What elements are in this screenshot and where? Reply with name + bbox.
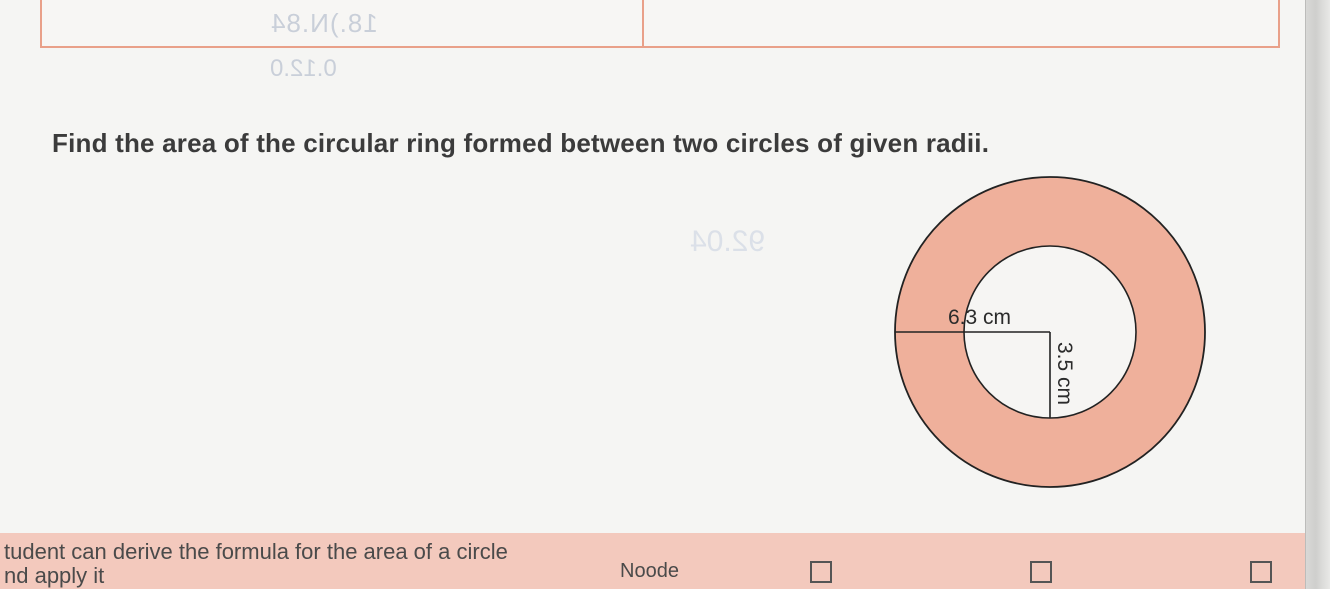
ring-svg: 6.3 cm 3.5 cm: [890, 172, 1210, 492]
worksheet-page: 18.)N.84 0.12.0 Find the area of the cir…: [0, 0, 1305, 589]
inner-radius-label: 3.5 cm: [1053, 342, 1076, 405]
box-divider: [642, 0, 644, 48]
question-prompt: Find the area of the circular ring forme…: [52, 128, 989, 159]
checkbox-2[interactable]: [1030, 561, 1052, 583]
assessment-other-text: Noode: [620, 560, 679, 583]
assessment-text-line1: tudent can derive the formula for the ar…: [4, 539, 508, 565]
assessment-text-line2: nd apply it: [4, 563, 104, 589]
ring-diagram: 6.3 cm 3.5 cm: [890, 172, 1210, 492]
page-fold-edge: [1305, 0, 1330, 589]
bleed-through-text-3: 92.04: [690, 225, 765, 259]
bleed-through-text-1: 18.)N.84: [270, 8, 378, 39]
assessment-strip: tudent can derive the formula for the ar…: [0, 533, 1305, 589]
outer-radius-label: 6.3 cm: [948, 306, 1011, 329]
previous-answer-box: [40, 0, 1280, 48]
bleed-through-text-2: 0.12.0: [270, 55, 337, 83]
checkbox-1[interactable]: [810, 561, 832, 583]
checkbox-3[interactable]: [1250, 561, 1272, 583]
